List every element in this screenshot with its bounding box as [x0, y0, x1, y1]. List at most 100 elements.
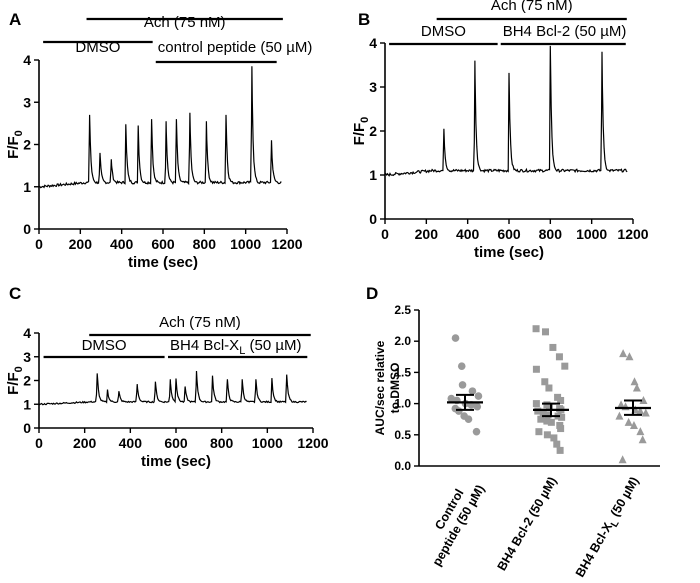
y-tick-label: 0: [23, 221, 31, 237]
y-tick-label: 4: [23, 325, 31, 341]
x-tick-label: 800: [193, 236, 217, 252]
x-tick-label: 0: [35, 236, 43, 252]
data-point: [532, 400, 540, 408]
trace-line-a: [38, 66, 282, 189]
treatment-label: control peptide (50 µM): [158, 39, 313, 56]
y-axis-title-subscript: 0: [359, 117, 371, 123]
y-tick-label: 2: [23, 137, 31, 153]
data-point: [549, 343, 557, 351]
x-tick-label: 600: [151, 236, 175, 252]
data-point: [474, 392, 483, 400]
data-point: [543, 431, 551, 439]
data-point: [537, 415, 545, 423]
x-tick-label: 600: [497, 226, 521, 242]
dmso-label: DMSO: [82, 337, 127, 354]
data-point: [473, 402, 482, 411]
data-point: [472, 427, 481, 436]
data-point: [545, 384, 553, 392]
panel-letter-a: A: [9, 10, 21, 29]
y-axis-title-line: to DMSO: [388, 363, 402, 414]
data-point: [539, 409, 547, 417]
x-tick-label: 0: [381, 226, 389, 242]
treatment-label-text: BH4 Bcl-X: [170, 337, 239, 354]
data-point: [618, 455, 627, 464]
treatment-label-text: M): [609, 23, 627, 40]
data-point: [629, 420, 638, 429]
category-label: BH4 Bcl-XL (50 µM): [573, 475, 645, 582]
category-label: BH4 Bcl-2 (50 µM): [495, 475, 560, 574]
data-point: [532, 365, 540, 373]
treatment-label-text: M): [284, 337, 302, 354]
y-tick-label: 0: [369, 211, 377, 227]
treatment-label-text: (50: [245, 337, 275, 354]
treatment-label-mu: µ: [286, 39, 295, 56]
data-point: [638, 435, 647, 444]
y-axis-title: F/F0: [5, 366, 25, 395]
data-point: [543, 417, 551, 425]
data-point: [468, 387, 477, 395]
x-tick-label: 200: [73, 435, 97, 451]
y-axis-title: AUC/sec relativeto DMSO: [373, 340, 402, 435]
data-point: [615, 411, 624, 420]
trace-line-b: [384, 45, 628, 177]
data-point: [555, 353, 563, 361]
y-tick-label: 3: [23, 349, 31, 365]
treatment-label-text: M): [295, 39, 313, 56]
data-point: [561, 362, 569, 370]
x-tick-label: 800: [539, 226, 563, 242]
data-point: [632, 383, 641, 392]
treatment-label: BH4 Bcl-XL (50 µM): [170, 337, 301, 357]
data-point: [451, 334, 460, 342]
y-tick-label: 1: [23, 179, 31, 195]
x-tick-label: 400: [456, 226, 480, 242]
data-point: [544, 411, 552, 419]
y-axis-title-line: AUC/sec relative: [373, 340, 387, 435]
x-tick-label: 200: [415, 226, 439, 242]
x-tick-label: 400: [119, 435, 143, 451]
x-tick-label: 800: [210, 435, 234, 451]
data-point: [547, 418, 555, 426]
panel-letter-d: D: [366, 284, 378, 303]
y-tick-label: 2.0: [394, 334, 411, 348]
y-tick-label: 0.0: [394, 459, 411, 473]
data-point: [532, 325, 540, 333]
x-axis-title: time (sec): [128, 254, 198, 271]
treatment-label-text: BH4 Bcl-2 (50: [503, 23, 601, 40]
treatment-label-mu: µ: [600, 23, 609, 40]
y-tick-label: 1.5: [394, 365, 411, 379]
y-tick-label: 1: [369, 167, 377, 183]
data-point: [641, 408, 650, 417]
dmso-label: DMSO: [421, 23, 466, 40]
y-axis-title: F/F0: [351, 117, 371, 146]
x-tick-label: 1200: [297, 435, 328, 451]
x-tick-label: 600: [164, 435, 188, 451]
data-point: [557, 396, 565, 404]
panel-letter-c: C: [9, 284, 21, 303]
y-tick-label: 1.0: [394, 397, 411, 411]
data-point: [624, 417, 633, 426]
treatment-label-text: control peptide (50: [158, 39, 286, 56]
data-point: [630, 377, 639, 386]
y-tick-label: 3: [369, 79, 377, 95]
data-point: [545, 403, 553, 411]
panel-letter-b: B: [358, 10, 370, 29]
treatment-label: BH4 Bcl-2 (50 µM): [503, 23, 627, 40]
y-tick-label: 4: [23, 52, 31, 68]
x-tick-label: 1000: [230, 236, 261, 252]
data-point: [534, 407, 542, 415]
data-point: [535, 428, 543, 436]
y-axis-title-subscript: 0: [13, 130, 25, 136]
treatment-label-subscript: L: [239, 345, 245, 357]
data-point: [464, 415, 473, 424]
data-point: [639, 395, 648, 404]
y-tick-label: 0: [23, 420, 31, 436]
x-axis-title: time (sec): [474, 244, 544, 261]
data-point: [550, 434, 558, 442]
y-axis-title: F/F0: [5, 130, 25, 159]
x-tick-label: 1000: [252, 435, 283, 451]
data-point: [557, 425, 565, 433]
data-point: [541, 378, 549, 386]
category-label-text: BH4 Bcl-X: [573, 520, 616, 580]
data-point: [458, 381, 467, 389]
y-tick-label: 3: [23, 94, 31, 110]
